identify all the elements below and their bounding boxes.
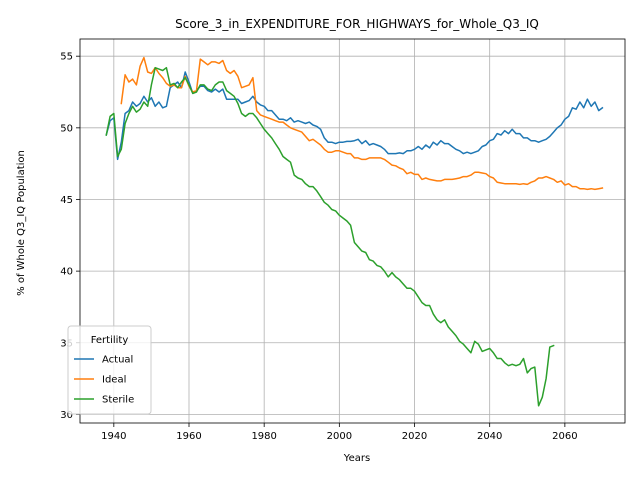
y-tick-label: 40 <box>60 267 73 278</box>
y-tick-label: 55 <box>60 52 73 63</box>
plot-area: 1940 1960 1980 2000 2020 2040 2060 30 35 40 45 50 5… <box>60 38 626 442</box>
legend-box <box>67 325 152 415</box>
y-tick-label: 35 <box>60 338 73 349</box>
legend: Fertility Actual Ideal Sterile <box>67 325 152 415</box>
x-tick-label: 1980 <box>251 431 276 442</box>
y-tick-label: 30 <box>60 410 73 421</box>
y-axis-label: % of Whole Q3_IQ Population <box>16 150 27 296</box>
series-line-actual <box>105 71 604 161</box>
x-axis-label: Years <box>343 453 370 464</box>
series-line-sterile <box>105 66 555 407</box>
legend-label-ideal: Ideal <box>102 375 126 386</box>
y-tick-label: 45 <box>60 195 73 206</box>
x-tick-label: 2060 <box>552 431 577 442</box>
grid-lines <box>80 39 625 423</box>
x-tick-label: 1940 <box>101 431 126 442</box>
legend-title: Fertility <box>91 335 129 346</box>
series-lines <box>105 56 604 407</box>
y-tick-label: 50 <box>60 123 73 134</box>
series-line-ideal <box>120 56 604 191</box>
x-tick-label: 1960 <box>176 431 201 442</box>
axes-frame <box>79 38 626 424</box>
legend-label-actual: Actual <box>102 355 133 366</box>
x-tick-label: 2020 <box>402 431 427 442</box>
legend-label-sterile: Sterile <box>102 395 134 406</box>
chart-title: Score_3_in_EXPENDITURE_FOR_HIGHWAYS_for_… <box>175 17 539 31</box>
x-tick-label: 2040 <box>477 431 502 442</box>
x-tick-label: 2000 <box>327 431 352 442</box>
x-axis-ticks: 1940 1960 1980 2000 2020 2040 2060 <box>101 423 578 442</box>
